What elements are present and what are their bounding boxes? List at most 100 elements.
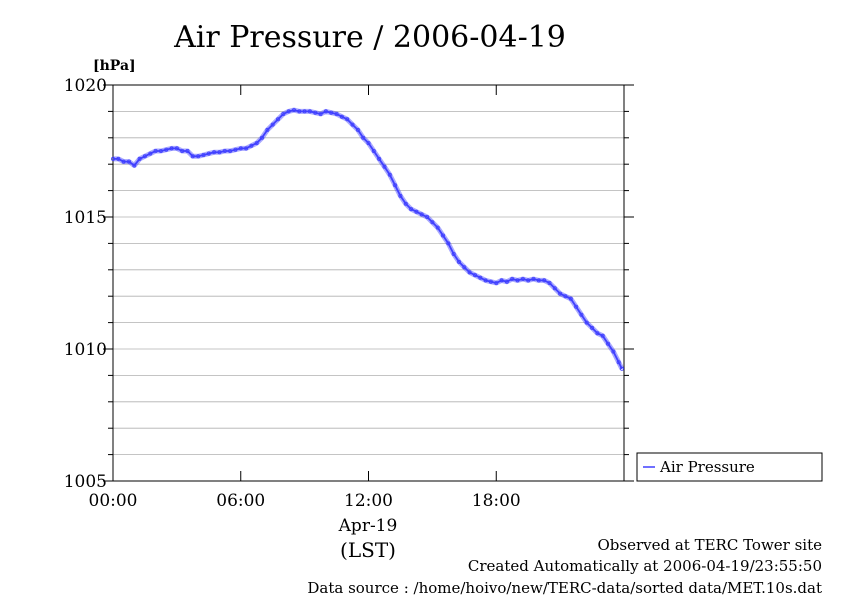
data-point <box>366 141 371 146</box>
data-point <box>334 112 339 117</box>
footer-created: Created Automatically at 2006-04-19/23:5… <box>468 557 822 575</box>
data-point <box>164 147 169 152</box>
data-point <box>345 117 350 122</box>
data-point <box>249 143 254 148</box>
chart-title: Air Pressure / 2006-04-19 <box>173 20 566 55</box>
data-point <box>355 127 360 132</box>
data-point <box>510 276 515 281</box>
footer-site: Observed at TERC Tower site <box>597 536 822 554</box>
data-point <box>393 183 398 188</box>
data-point <box>590 325 595 330</box>
data-point <box>169 146 174 151</box>
data-point <box>254 141 259 146</box>
data-point <box>425 214 430 219</box>
data-point <box>456 259 461 264</box>
y-tick-labels: 1005 1010 1015 1020 <box>64 76 107 492</box>
series-line <box>113 109 623 370</box>
series-air-pressure <box>111 107 625 371</box>
data-point <box>238 146 243 151</box>
data-point <box>323 109 328 114</box>
data-point <box>430 220 435 225</box>
data-point <box>472 273 477 278</box>
data-point <box>212 150 217 155</box>
data-point <box>446 241 451 246</box>
data-point <box>488 279 493 284</box>
data-point <box>619 366 624 371</box>
data-point <box>520 276 525 281</box>
data-point <box>574 304 579 309</box>
data-point <box>302 109 307 114</box>
data-point <box>568 296 573 301</box>
data-point <box>595 331 600 336</box>
data-point <box>228 148 233 153</box>
x-tick-label: 00:00 <box>89 491 138 511</box>
data-point <box>435 225 440 230</box>
data-point <box>190 154 195 159</box>
legend-box <box>636 452 823 482</box>
plot-frame <box>112 84 625 482</box>
data-point <box>148 151 153 156</box>
legend: Air Pressure <box>636 452 823 482</box>
data-point <box>222 148 227 153</box>
data-point <box>121 159 126 164</box>
data-point <box>409 207 414 212</box>
data-point <box>185 148 190 153</box>
data-point <box>414 209 419 214</box>
data-point <box>307 109 312 114</box>
data-point <box>116 156 121 161</box>
data-point <box>174 146 179 151</box>
data-point <box>419 212 424 217</box>
data-point <box>451 251 456 256</box>
data-point <box>462 265 467 270</box>
data-point <box>515 278 520 283</box>
series-halo <box>113 107 625 370</box>
grid-lines <box>113 111 624 456</box>
data-point <box>440 233 445 238</box>
data-point <box>377 156 382 161</box>
data-point <box>361 135 366 140</box>
data-point <box>579 312 584 317</box>
data-point <box>478 275 483 280</box>
data-point <box>270 122 275 127</box>
data-point <box>382 164 387 169</box>
data-point <box>127 159 132 164</box>
data-point <box>387 172 392 177</box>
data-point <box>552 286 557 291</box>
data-point <box>467 270 472 275</box>
x-tick-label: 18:00 <box>472 491 521 511</box>
data-point <box>291 108 296 113</box>
data-point <box>132 163 137 168</box>
data-point <box>504 279 509 284</box>
x-tick-labels: 00:00 06:00 12:00 18:00 <box>89 491 521 511</box>
data-point <box>547 280 552 285</box>
data-point <box>196 154 201 159</box>
data-point <box>371 148 376 153</box>
y-axis-label: [hPa] <box>93 58 136 74</box>
data-point <box>111 156 116 161</box>
x-axis-date-label: Apr-19 <box>338 516 398 536</box>
data-point <box>217 150 222 155</box>
data-point <box>536 278 541 283</box>
data-point <box>318 112 323 117</box>
data-point <box>153 148 158 153</box>
data-point <box>584 320 589 325</box>
data-point <box>233 147 238 152</box>
data-point <box>206 151 211 156</box>
data-point <box>531 276 536 281</box>
data-point <box>499 278 504 283</box>
data-point <box>600 333 605 338</box>
data-point <box>180 148 185 153</box>
y-tick-label: 1020 <box>64 76 107 96</box>
data-point <box>616 360 621 365</box>
data-point <box>398 193 403 198</box>
data-point <box>281 112 286 117</box>
data-point <box>265 127 270 132</box>
data-point <box>403 201 408 206</box>
data-point <box>142 154 147 159</box>
data-point <box>350 122 355 127</box>
data-point <box>244 146 249 151</box>
data-point <box>201 152 206 157</box>
data-point <box>558 291 563 296</box>
x-tick-label: 12:00 <box>344 491 393 511</box>
